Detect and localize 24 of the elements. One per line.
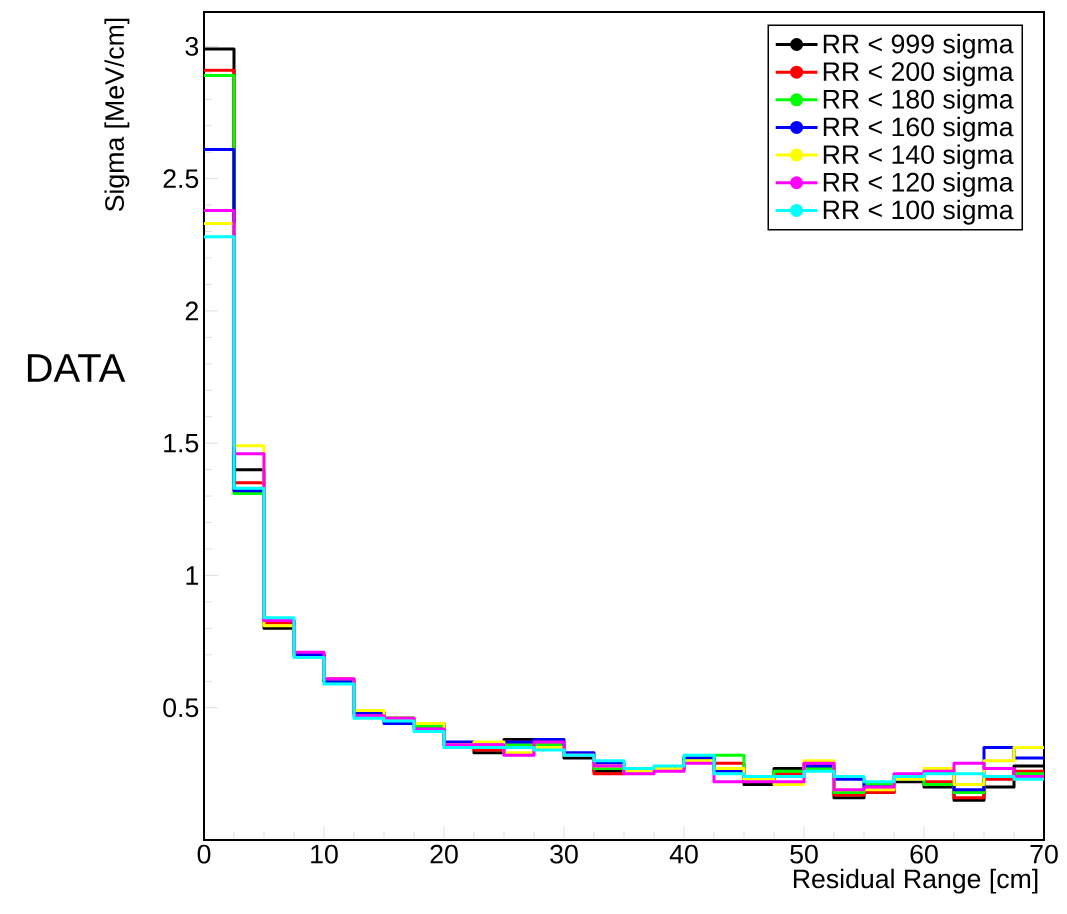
- y-tick-label: 0.5: [163, 698, 199, 718]
- legend-label: RR < 200 sigma: [823, 61, 1014, 87]
- y-tick-label: 2.5: [163, 169, 199, 189]
- text: DATA: [27, 354, 126, 382]
- x-axis-title: Residual Range [cm]: [793, 868, 1038, 894]
- x-tick-label: 20: [430, 844, 458, 864]
- x-tick-label: 0: [197, 844, 211, 864]
- legend-label: RR < 140 sigma: [823, 144, 1014, 170]
- legend-label: RR < 160 sigma: [823, 116, 1014, 142]
- y-tick-label: 3: [185, 36, 199, 56]
- x-tick-label: 30: [550, 844, 578, 864]
- y-tick-label: 1.5: [164, 433, 199, 453]
- legend-label: RR < 180 sigma: [823, 89, 1014, 114]
- legend-label: RR < 100 sigma: [823, 199, 1014, 225]
- x-tick-label: 50: [790, 844, 818, 864]
- x-tick-label: 40: [669, 844, 698, 864]
- x-tick-label: 70: [1030, 844, 1058, 864]
- y-tick-label: 1: [186, 566, 198, 585]
- legend-label: RR < 120 sigma: [823, 172, 1014, 197]
- x-tick-label: 10: [311, 844, 338, 864]
- y-axis-title: Sigma [MeV/cm]: [104, 18, 130, 212]
- y-tick-label: 2: [185, 301, 198, 321]
- legend-label: RR < 999 sigma: [823, 33, 1014, 59]
- x-tick-label: 60: [910, 844, 938, 864]
